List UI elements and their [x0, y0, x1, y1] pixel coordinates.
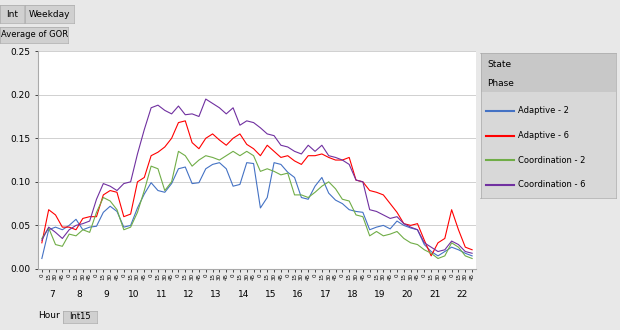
Text: State: State: [487, 60, 511, 69]
Coordination - 6: [318, 143, 326, 147]
Text: Adaptive - 6: Adaptive - 6: [518, 131, 569, 140]
Adaptive - 2: [93, 224, 100, 228]
Text: Int: Int: [6, 10, 18, 18]
Coordination - 6: [38, 238, 46, 242]
Line: Coordination - 2: Coordination - 2: [42, 151, 472, 258]
Adaptive - 6: [427, 254, 435, 258]
Coordination - 2: [434, 256, 441, 260]
Coordination - 6: [93, 197, 100, 201]
Adaptive - 2: [223, 167, 230, 171]
Coordination - 2: [223, 154, 230, 158]
Adaptive - 6: [38, 241, 46, 245]
Adaptive - 2: [216, 161, 223, 165]
FancyBboxPatch shape: [480, 75, 616, 92]
Coordination - 2: [284, 171, 291, 175]
Adaptive - 6: [93, 215, 100, 219]
Adaptive - 6: [325, 155, 332, 159]
Coordination - 2: [325, 180, 332, 184]
Coordination - 2: [257, 169, 264, 173]
Text: Coordination - 2: Coordination - 2: [518, 156, 586, 165]
Adaptive - 6: [182, 119, 189, 123]
Coordination - 6: [468, 251, 476, 255]
Line: Adaptive - 2: Adaptive - 2: [42, 163, 472, 258]
Text: Int15: Int15: [69, 312, 91, 321]
Coordination - 2: [468, 256, 476, 260]
Adaptive - 2: [284, 170, 291, 174]
Coordination - 2: [175, 149, 182, 153]
Adaptive - 2: [468, 254, 476, 258]
Coordination - 2: [93, 210, 100, 214]
Text: Adaptive - 2: Adaptive - 2: [518, 106, 569, 116]
Coordination - 6: [223, 112, 230, 116]
Adaptive - 2: [318, 176, 326, 180]
Adaptive - 6: [284, 154, 291, 158]
Coordination - 6: [202, 97, 210, 101]
Adaptive - 2: [257, 206, 264, 210]
Line: Adaptive - 6: Adaptive - 6: [42, 121, 472, 256]
Adaptive - 6: [223, 143, 230, 147]
Coordination - 6: [257, 126, 264, 130]
Text: Weekday: Weekday: [29, 10, 70, 18]
Adaptive - 6: [257, 154, 264, 158]
Adaptive - 6: [468, 248, 476, 252]
Line: Coordination - 6: Coordination - 6: [42, 99, 472, 253]
Text: Average of GOR: Average of GOR: [1, 30, 68, 40]
Text: Hour: Hour: [38, 311, 60, 320]
FancyBboxPatch shape: [480, 53, 616, 75]
Coordination - 6: [325, 154, 332, 158]
Adaptive - 2: [325, 191, 332, 195]
Text: Coordination - 6: Coordination - 6: [518, 181, 586, 189]
Coordination - 2: [38, 237, 46, 241]
Coordination - 2: [318, 184, 326, 188]
Coordination - 6: [284, 145, 291, 149]
Text: Phase: Phase: [487, 79, 514, 88]
Adaptive - 2: [38, 256, 46, 260]
Adaptive - 6: [318, 152, 326, 156]
